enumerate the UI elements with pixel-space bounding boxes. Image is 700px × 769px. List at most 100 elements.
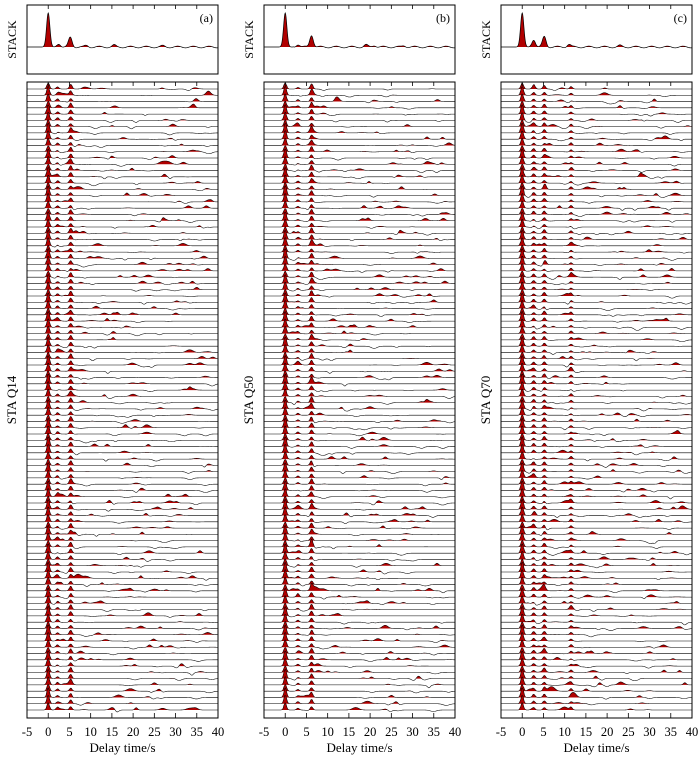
trace-positive-fill — [44, 481, 167, 491]
trace-line — [27, 130, 218, 141]
trace-positive-fill — [281, 481, 407, 491]
trace-positive-fill — [281, 308, 426, 315]
trace-line — [27, 200, 218, 210]
x-tick-label: 25 — [385, 725, 398, 739]
trace-line — [264, 145, 455, 154]
trace-line — [501, 480, 692, 493]
trace-positive-fill — [44, 219, 203, 227]
trace-line — [27, 362, 218, 374]
x-tick-label: 5 — [66, 725, 72, 739]
trace-line — [27, 211, 218, 223]
trace-positive-fill — [44, 344, 218, 353]
trace-line — [501, 237, 692, 247]
trace-line — [501, 248, 692, 261]
trace-line — [27, 281, 218, 292]
trace-positive-fill — [281, 86, 455, 96]
trace-positive-fill — [44, 562, 176, 572]
trace-line — [264, 480, 455, 493]
trace-positive-fill — [281, 381, 455, 391]
trace-line — [27, 650, 218, 662]
traces-frame — [263, 81, 456, 719]
trace-positive-fill — [281, 558, 455, 566]
trace-line — [501, 543, 693, 556]
trace-positive-fill — [281, 333, 455, 340]
trace-line — [27, 687, 218, 700]
trace-line — [501, 211, 692, 223]
trace-positive-fill — [281, 632, 455, 641]
trace-line — [27, 577, 218, 587]
trace-positive-fill — [281, 274, 455, 284]
trace-positive-fill — [44, 256, 197, 265]
trace-positive-fill — [518, 444, 692, 453]
trace-line — [27, 459, 218, 468]
trace-line — [264, 425, 455, 437]
trace-positive-fill — [518, 237, 692, 246]
traces-frame — [500, 81, 693, 719]
trace-positive-fill — [281, 639, 455, 648]
trace-line — [501, 270, 692, 280]
trace-positive-fill — [518, 396, 664, 403]
trace-positive-fill — [281, 418, 455, 428]
trace-line — [264, 665, 455, 675]
x-tick-label: 35 — [191, 725, 204, 739]
trace-positive-fill — [281, 462, 455, 472]
trace-positive-fill — [281, 164, 396, 171]
trace-positive-fill — [281, 326, 363, 334]
trace-line — [501, 613, 693, 626]
trace-line — [501, 587, 692, 599]
trace-line — [501, 525, 692, 536]
trace-line — [27, 112, 218, 123]
trace-positive-fill — [44, 459, 218, 466]
trace-positive-fill — [281, 318, 455, 328]
trace-positive-fill — [518, 282, 682, 290]
trace-line — [501, 647, 692, 655]
trace-positive-fill — [518, 544, 682, 554]
x-tick-label: 40 — [449, 725, 462, 739]
trace-line — [501, 200, 692, 211]
x-tick-label: 25 — [622, 725, 635, 739]
trace-positive-fill — [518, 355, 692, 365]
stack-axis-label: STACK — [5, 20, 19, 59]
trace-line — [27, 381, 218, 392]
trace-line — [264, 245, 455, 254]
trace-line — [501, 687, 693, 700]
trace-line — [501, 702, 692, 711]
trace-line — [501, 514, 693, 523]
trace-line — [27, 525, 218, 537]
x-axis-label: Delay time/s — [563, 740, 629, 755]
trace-line — [27, 470, 218, 480]
trace-positive-fill — [518, 540, 639, 547]
trace-line — [27, 344, 218, 354]
trace-line — [264, 211, 455, 222]
panel-label: (a) — [200, 11, 213, 25]
trace-line — [27, 156, 218, 167]
trace-positive-fill — [44, 558, 133, 566]
trace-line — [501, 495, 692, 505]
trace-positive-fill — [281, 175, 373, 184]
trace-positive-fill — [518, 293, 624, 303]
panel-a: (a) STACK -5 0 5 10 15 20 25 30 35 40 Delay time/s ST… — [4, 4, 224, 755]
trace-line — [27, 167, 218, 180]
trace-line — [264, 658, 455, 668]
trace-line — [27, 624, 218, 637]
stack-trace — [264, 12, 455, 49]
trace-line — [27, 495, 218, 506]
trace-positive-fill — [281, 245, 431, 253]
trace-line — [501, 621, 693, 631]
trace-positive-fill — [518, 289, 648, 296]
station-label: STA Q14 — [4, 375, 19, 424]
trace-line — [27, 137, 218, 148]
trace-line — [27, 274, 218, 285]
trace-line — [27, 584, 218, 593]
trace-line — [27, 337, 218, 349]
trace-positive-fill — [44, 695, 166, 704]
x-tick-label: 5 — [303, 725, 309, 739]
x-tick-label: 0 — [519, 725, 525, 739]
trace-line — [27, 647, 218, 656]
trace-line — [501, 407, 693, 417]
trace-positive-fill — [518, 381, 573, 391]
trace-line — [264, 624, 456, 636]
trace-positive-fill — [281, 651, 455, 660]
x-tick-label: 20 — [601, 725, 614, 739]
